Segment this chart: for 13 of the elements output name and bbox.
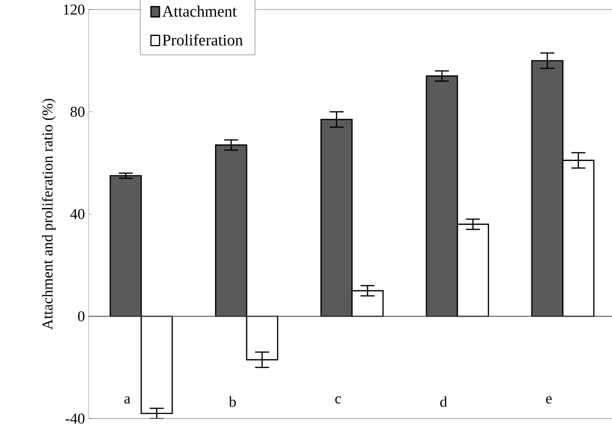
y-tick-label: 0	[78, 311, 84, 322]
x-tick-label: a	[124, 396, 130, 404]
y-axis-title: Attachment and proliferation ratio (%)	[42, 98, 56, 330]
legend-label: Attachment	[162, 5, 237, 17]
y-tick-label: 120	[64, 4, 84, 15]
y-tick-label: -40	[66, 413, 84, 424]
y-tick-label: 80	[70, 106, 84, 117]
x-tick-label: c	[335, 396, 341, 404]
x-tick-label: b	[228, 396, 236, 407]
legend-label: Proliferation	[162, 34, 243, 46]
x-tick-label: e	[546, 396, 552, 404]
x-tick-label: d	[440, 396, 447, 407]
y-tick-label: 40	[70, 208, 84, 220]
